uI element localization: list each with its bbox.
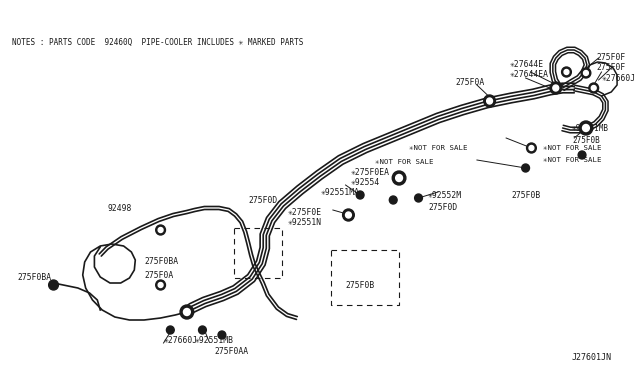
Circle shape: [579, 121, 593, 135]
Circle shape: [415, 194, 422, 202]
Text: ✳NOT FOR SALE: ✳NOT FOR SALE: [409, 145, 467, 151]
Circle shape: [550, 82, 562, 94]
Text: ✳92551MA: ✳92551MA: [321, 187, 360, 196]
Circle shape: [562, 67, 572, 77]
Circle shape: [484, 95, 495, 107]
Circle shape: [158, 228, 163, 232]
Text: ✳92551MB: ✳92551MB: [195, 336, 234, 344]
Text: 275F0B: 275F0B: [511, 190, 540, 199]
Text: ✳27644E: ✳27644E: [510, 60, 544, 68]
Circle shape: [564, 70, 569, 74]
Circle shape: [198, 326, 206, 334]
Circle shape: [529, 145, 534, 151]
Circle shape: [218, 331, 226, 339]
Circle shape: [392, 171, 406, 185]
Circle shape: [581, 68, 591, 78]
Text: ✳NOT FOR SALE: ✳NOT FOR SALE: [375, 159, 433, 165]
Text: ✳NOT FOR SALE: ✳NOT FOR SALE: [543, 145, 602, 151]
Text: 275F0AA: 275F0AA: [214, 347, 248, 356]
Circle shape: [389, 196, 397, 204]
Text: 92498: 92498: [107, 203, 131, 212]
Text: ✳27644EA: ✳27644EA: [510, 70, 549, 78]
Circle shape: [527, 143, 536, 153]
Circle shape: [582, 125, 589, 131]
Text: 275F0B: 275F0B: [572, 135, 600, 144]
Text: ✳27660J: ✳27660J: [602, 74, 636, 83]
Circle shape: [356, 191, 364, 199]
Text: 275F0BA: 275F0BA: [17, 273, 52, 282]
Circle shape: [486, 98, 493, 104]
Circle shape: [156, 280, 166, 290]
Text: ✳92554: ✳92554: [350, 177, 380, 186]
Text: 275F0F: 275F0F: [596, 62, 626, 71]
Circle shape: [584, 71, 588, 76]
Circle shape: [156, 225, 166, 235]
Text: ✳92552M: ✳92552M: [428, 190, 462, 199]
Text: 275F0B: 275F0B: [346, 280, 375, 289]
Circle shape: [342, 209, 355, 221]
Text: ✳275F0E: ✳275F0E: [288, 208, 322, 217]
Circle shape: [591, 86, 596, 90]
Text: 275F0D: 275F0D: [428, 202, 458, 212]
Circle shape: [49, 280, 58, 290]
Circle shape: [578, 151, 586, 159]
Text: ✳27660J: ✳27660J: [163, 336, 198, 344]
Circle shape: [158, 282, 163, 288]
Text: ✳92551MB: ✳92551MB: [572, 124, 609, 132]
Text: 275F0BA: 275F0BA: [144, 257, 178, 266]
Text: ✳92551N: ✳92551N: [288, 218, 322, 227]
Circle shape: [180, 305, 194, 319]
Circle shape: [589, 83, 598, 93]
Circle shape: [553, 85, 559, 91]
Text: 275F0D: 275F0D: [248, 196, 278, 205]
Circle shape: [346, 212, 351, 218]
Text: 275F0F: 275F0F: [596, 52, 626, 61]
Circle shape: [396, 174, 403, 182]
Text: ✳275F0EA: ✳275F0EA: [350, 167, 389, 176]
Circle shape: [184, 308, 190, 315]
Text: J27601JN: J27601JN: [572, 353, 611, 362]
Circle shape: [166, 326, 174, 334]
Circle shape: [522, 164, 529, 172]
Text: NOTES : PARTS CODE  92460Q  PIPE-COOLER INCLUDES ✳ MARKED PARTS: NOTES : PARTS CODE 92460Q PIPE-COOLER IN…: [12, 38, 303, 46]
Text: 275F0A: 275F0A: [144, 270, 173, 279]
Text: 275F0A: 275F0A: [456, 77, 484, 87]
Text: ✳NOT FOR SALE: ✳NOT FOR SALE: [543, 157, 602, 163]
